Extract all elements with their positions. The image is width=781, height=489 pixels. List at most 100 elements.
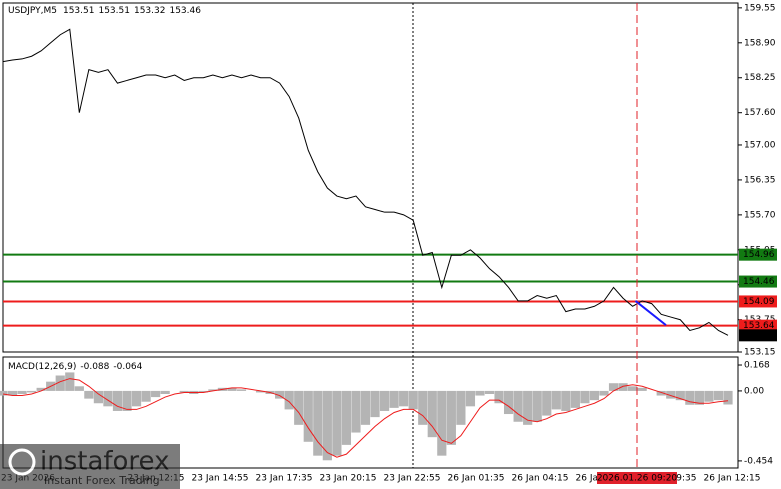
macd-bar xyxy=(379,390,390,411)
close: 153.46 xyxy=(169,6,201,16)
macd-bar xyxy=(608,383,619,391)
level-label-box xyxy=(739,319,777,332)
macd-bar xyxy=(389,390,399,408)
macd-bar xyxy=(284,390,294,410)
x-tick-label: 26 Jan 04:15 xyxy=(512,474,569,484)
macd-value: -0.088 xyxy=(80,362,109,372)
y-tick-label: 153.15 xyxy=(744,348,776,358)
y-tick-label: 156.35 xyxy=(744,175,776,185)
macd-bar xyxy=(27,390,37,393)
macd-tick-label: 0.168 xyxy=(744,361,770,371)
x-tick-label: 23 Jan 22:55 xyxy=(384,474,441,484)
macd-bar xyxy=(0,390,8,396)
macd-bar xyxy=(570,390,580,408)
macd-bar xyxy=(484,390,495,394)
macd-bar xyxy=(17,390,27,394)
low: 153.32 xyxy=(134,6,166,16)
macd-bar xyxy=(618,383,628,391)
y-tick-label: 158.90 xyxy=(744,38,776,48)
macd-bar xyxy=(589,390,600,401)
macd-bar xyxy=(418,390,428,425)
macd-bar xyxy=(503,390,514,415)
macd-tick-label: -0.454 xyxy=(744,456,773,466)
y-tick-label: 159.55 xyxy=(744,3,776,13)
macd-bar xyxy=(294,390,304,425)
level-label: 154.96 xyxy=(743,250,775,260)
macd-bar xyxy=(255,390,266,393)
x-tick-label: 23 Jan 14:55 xyxy=(192,474,249,484)
y-tick-label: 157.60 xyxy=(744,108,776,118)
macd-tick-label: 0.00 xyxy=(744,386,764,396)
open: 153.51 xyxy=(63,6,95,16)
macd-bar xyxy=(74,386,84,391)
signal-value: -0.064 xyxy=(113,362,142,372)
macd-bar xyxy=(93,390,103,404)
macd-bar xyxy=(437,390,447,456)
macd-bar xyxy=(427,390,437,438)
macd-bar xyxy=(55,375,65,391)
macd-bar xyxy=(628,386,638,391)
macd-bar xyxy=(151,390,161,398)
macd-bar xyxy=(656,390,666,396)
macd-bar xyxy=(723,390,733,405)
watermark-tagline: Instant Forex Trading xyxy=(44,474,160,487)
macd-signal xyxy=(2,378,729,458)
macd-bar xyxy=(523,390,533,425)
macd-bar xyxy=(236,389,247,391)
macd-bar xyxy=(599,390,609,396)
crosshair-label: 2026.01.26 09:20 xyxy=(597,474,678,484)
macd-bar xyxy=(198,390,208,393)
macd-name: MACD(12,26,9) xyxy=(8,362,76,372)
macd-bar xyxy=(704,390,714,402)
macd-bar xyxy=(208,389,218,391)
price-label: 153.46 xyxy=(743,331,775,341)
macd-bar xyxy=(399,390,409,407)
macd-bar xyxy=(713,390,724,401)
macd-bar xyxy=(666,390,676,399)
macd-bar xyxy=(542,390,552,416)
macd-bar xyxy=(351,390,361,433)
macd-bar xyxy=(303,390,313,442)
macd-bar xyxy=(322,390,332,461)
macd-bar xyxy=(465,390,476,407)
high: 153.51 xyxy=(98,6,130,16)
symbol: USDJPY,M5 xyxy=(8,6,57,16)
macd-bar xyxy=(36,387,46,391)
macd-bar xyxy=(84,390,94,399)
level-label: 154.46 xyxy=(743,277,775,287)
macd-bar xyxy=(551,390,561,410)
level-label-box xyxy=(739,295,777,308)
macd-bar xyxy=(694,390,704,405)
chart-header: USDJPY,M5 153.51 153.51 153.32 153.46 xyxy=(8,6,201,16)
macd-bar xyxy=(513,390,523,422)
macd-bar xyxy=(475,390,485,396)
watermark-logo xyxy=(8,448,36,476)
macd-bar xyxy=(494,390,504,404)
x-tick-label: 23 Jan 20:15 xyxy=(320,474,377,484)
macd-bar xyxy=(122,390,132,411)
macd-bar xyxy=(103,390,113,407)
macd-bar xyxy=(131,390,142,407)
x-tick-label: 26 Jan 01:35 xyxy=(448,474,505,484)
macd-bar xyxy=(227,387,237,391)
macd-bar xyxy=(341,390,352,445)
level-label-box xyxy=(739,275,777,288)
y-tick-label: 158.25 xyxy=(744,73,776,83)
crosshair-label-box xyxy=(597,472,677,484)
macd-bar xyxy=(275,390,285,399)
macd-bar xyxy=(112,390,123,411)
macd-header: MACD(12,26,9) -0.088 -0.064 xyxy=(8,362,143,372)
macd-bar xyxy=(580,390,590,404)
price-label-box xyxy=(739,329,777,342)
x-tick-label: 26 Jan 12:15 xyxy=(704,474,761,484)
level-label-box xyxy=(739,248,777,261)
y-tick-label: 157.00 xyxy=(744,140,776,150)
macd-bar xyxy=(456,390,466,425)
macd-bar xyxy=(332,390,342,456)
trend-line xyxy=(634,300,667,326)
macd-bar xyxy=(446,390,456,445)
macd-bar xyxy=(561,390,571,411)
main-panel xyxy=(2,2,739,353)
watermark-brand: instaforex xyxy=(40,447,169,477)
